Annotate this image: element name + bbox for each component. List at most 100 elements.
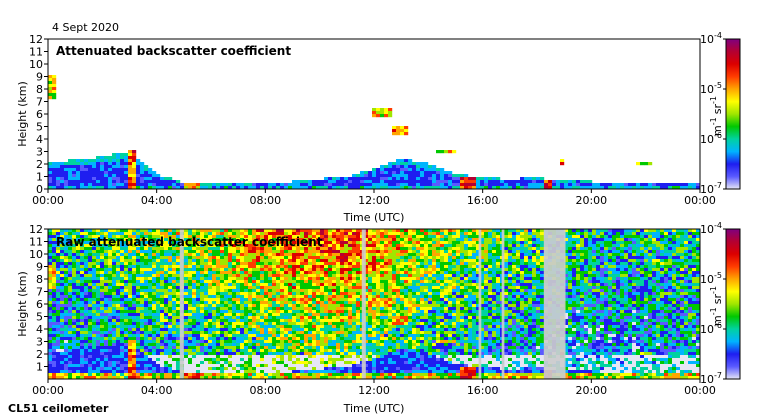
heatmap-cell <box>372 355 377 359</box>
heatmap-cell <box>352 334 357 338</box>
heatmap-cell <box>304 241 309 245</box>
heatmap-cell <box>56 232 61 236</box>
heatmap-cell <box>112 346 117 350</box>
heatmap-cell <box>220 352 225 356</box>
heatmap-cell <box>368 238 373 242</box>
heatmap-cell <box>336 313 341 317</box>
heatmap-cell <box>136 373 141 377</box>
heatmap-cell <box>324 355 329 359</box>
heatmap-cell <box>100 313 105 317</box>
heatmap-cell <box>192 232 197 236</box>
heatmap-cell <box>320 235 325 239</box>
heatmap-cell <box>256 322 261 326</box>
heatmap-cell <box>304 280 309 284</box>
heatmap-cell <box>352 259 357 263</box>
heatmap-cell <box>64 229 69 233</box>
heatmap-cell <box>396 171 401 175</box>
heatmap-cell <box>232 289 237 293</box>
heatmap-cell <box>224 316 229 320</box>
heatmap-cell <box>364 349 369 353</box>
heatmap-cell <box>212 319 217 323</box>
heatmap-cell <box>60 168 65 172</box>
heatmap-cell <box>116 373 121 377</box>
heatmap-cell <box>104 247 109 251</box>
heatmap-cell <box>100 268 105 272</box>
heatmap-cell <box>260 355 265 359</box>
heatmap-cell <box>268 259 273 263</box>
heatmap-cell <box>224 301 229 305</box>
heatmap-cell <box>196 328 201 332</box>
heatmap-cell <box>336 343 341 347</box>
heatmap-cell <box>344 355 349 359</box>
heatmap-cell <box>280 229 285 233</box>
heatmap-cell <box>100 316 105 320</box>
heatmap-cell <box>288 376 293 380</box>
heatmap-cell <box>228 364 233 368</box>
heatmap-cell <box>276 307 281 311</box>
heatmap-cell <box>316 370 321 374</box>
heatmap-cell <box>356 322 361 326</box>
heatmap-cell <box>164 283 169 287</box>
heatmap-cell <box>312 331 317 335</box>
heatmap-cell <box>368 298 373 302</box>
heatmap-cell <box>264 277 269 281</box>
heatmap-cell <box>252 244 257 248</box>
heatmap-cell <box>464 177 469 181</box>
heatmap-cell <box>160 328 165 332</box>
heatmap-cell <box>52 265 57 269</box>
heatmap-cell <box>300 271 305 275</box>
heatmap-cell <box>332 259 337 263</box>
heatmap-cell <box>220 259 225 263</box>
heatmap-cell <box>548 186 553 190</box>
heatmap-cell <box>356 262 361 266</box>
heatmap-cell <box>328 247 333 251</box>
heatmap-cell <box>164 301 169 305</box>
heatmap-cell <box>236 343 241 347</box>
x-tick-label: 00:00 <box>684 194 716 207</box>
heatmap-cell <box>60 177 65 181</box>
heatmap-cell <box>520 180 525 184</box>
heatmap-cell <box>192 307 197 311</box>
heatmap-cell <box>372 177 377 181</box>
heatmap-cell <box>68 319 73 323</box>
heatmap-cell <box>364 183 369 187</box>
heatmap-cell <box>308 277 313 281</box>
heatmap-cell <box>88 295 93 299</box>
heatmap-cell <box>368 277 373 281</box>
heatmap-cell <box>156 268 161 272</box>
heatmap-cell <box>212 262 217 266</box>
heatmap-cell <box>288 262 293 266</box>
heatmap-cell <box>200 183 205 187</box>
heatmap-cell <box>208 376 213 380</box>
heatmap-cell <box>156 174 161 178</box>
heatmap-cell <box>340 337 345 341</box>
heatmap-cell <box>160 241 165 245</box>
heatmap-cell <box>404 159 409 163</box>
heatmap-cell <box>256 244 261 248</box>
heatmap-cell <box>264 274 269 278</box>
heatmap-cell <box>68 265 73 269</box>
y-tick-label: 8 <box>36 83 43 96</box>
heatmap-cell <box>260 361 265 365</box>
heatmap-cell <box>68 162 73 166</box>
heatmap-cell <box>292 340 297 344</box>
heatmap-cell <box>504 180 509 184</box>
heatmap-cell <box>80 325 85 329</box>
heatmap-cell <box>156 271 161 275</box>
heatmap-cell <box>312 183 317 187</box>
heatmap-cell <box>76 268 81 272</box>
heatmap-cell <box>276 271 281 275</box>
heatmap-cell <box>76 174 81 178</box>
heatmap-cell <box>320 310 325 314</box>
heatmap-cell <box>152 232 157 236</box>
heatmap-cell <box>188 292 193 296</box>
heatmap-cell <box>64 180 69 184</box>
heatmap-cell <box>268 334 273 338</box>
heatmap-cell <box>216 343 221 347</box>
heatmap-cell <box>60 250 65 254</box>
heatmap-cell <box>300 250 305 254</box>
heatmap-cell <box>304 364 309 368</box>
heatmap-cell <box>404 129 409 133</box>
heatmap-cell <box>84 238 89 242</box>
heatmap-cell <box>368 171 373 175</box>
